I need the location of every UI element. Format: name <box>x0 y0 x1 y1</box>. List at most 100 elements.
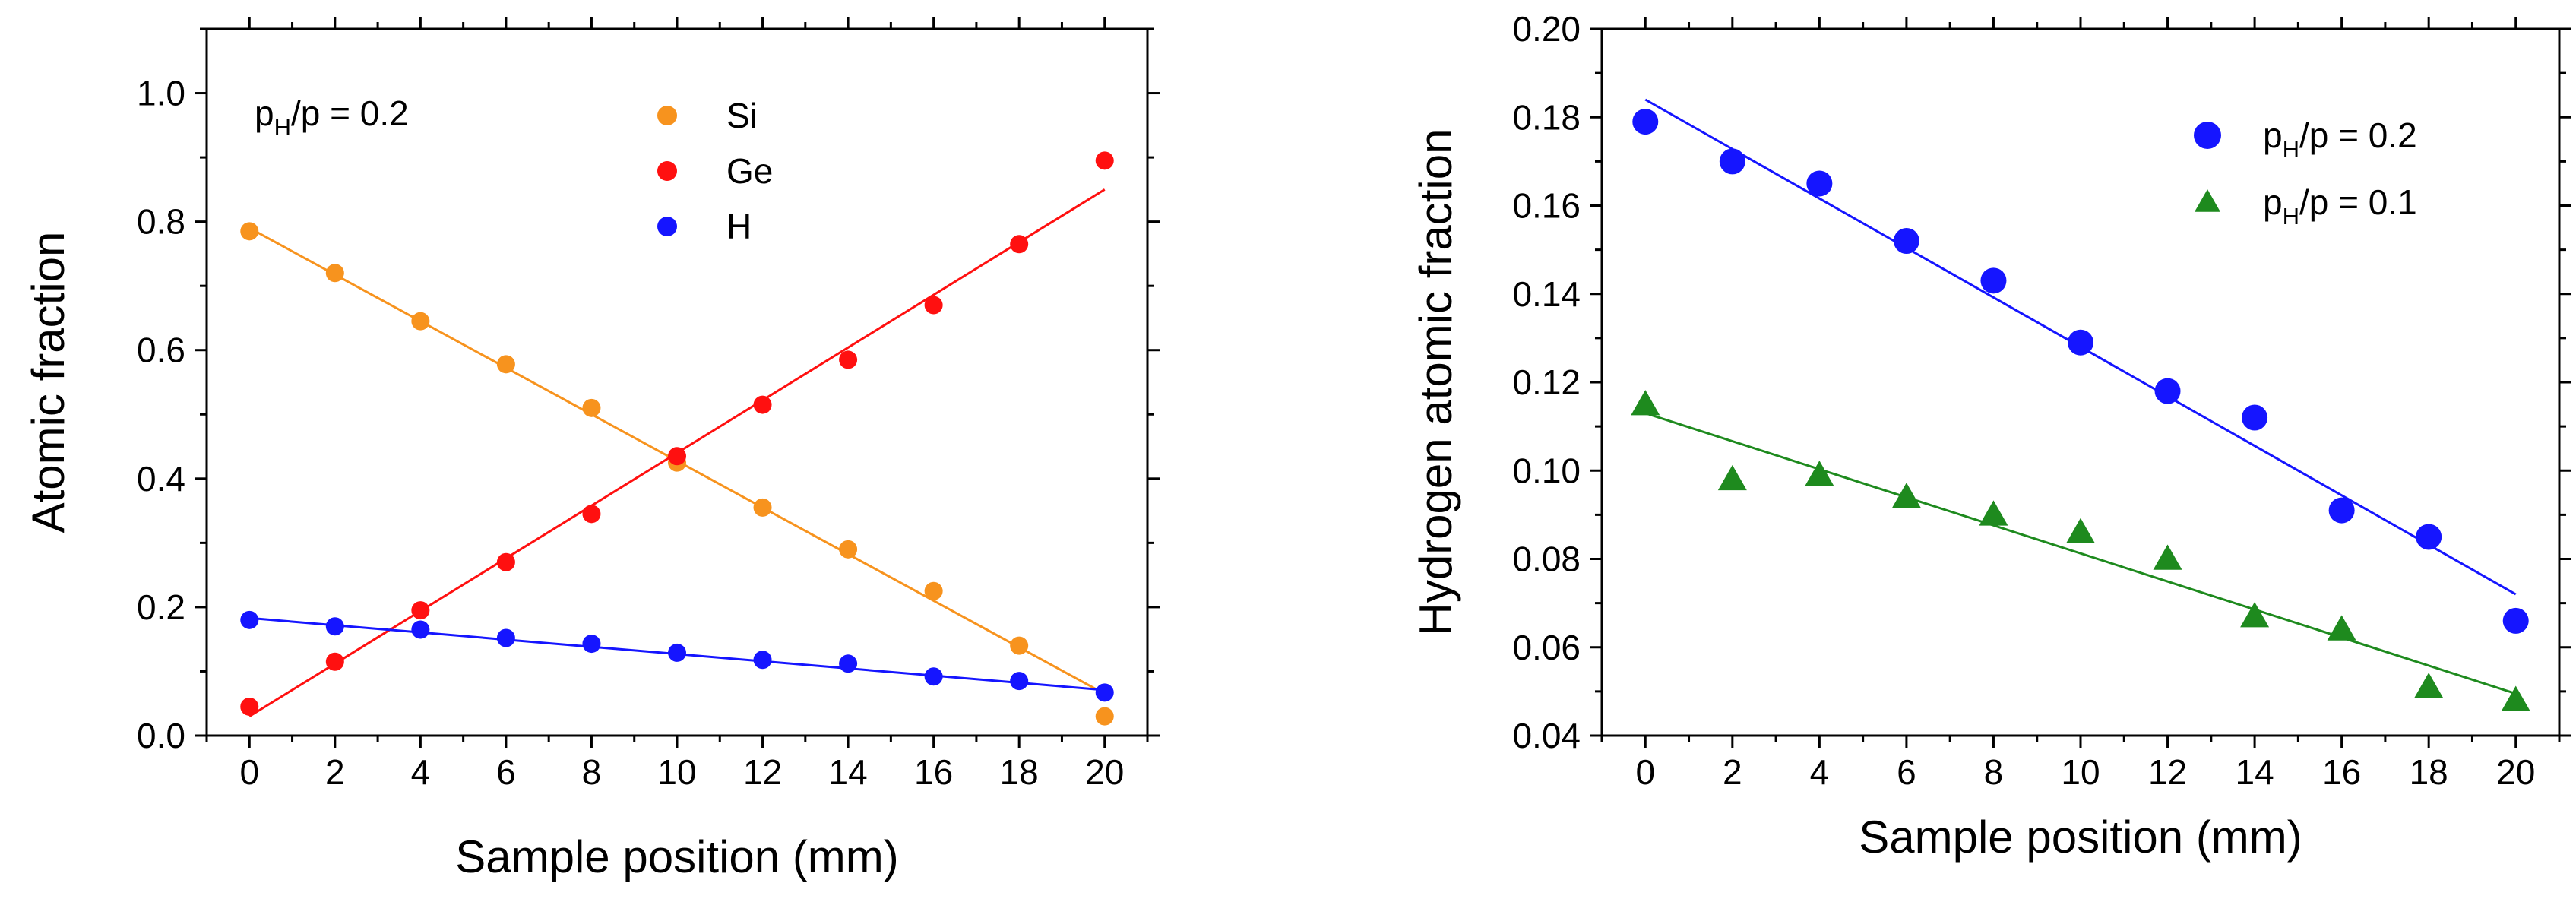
x-tick-label: 10 <box>657 752 696 792</box>
y-tick-label: 0.06 <box>1512 628 1581 667</box>
data-point <box>240 697 259 716</box>
y-tick-label: 0.10 <box>1512 451 1581 490</box>
legend: Si Ge H <box>657 96 773 246</box>
annotation-text: pH/p = 0.2 <box>255 93 409 141</box>
x-axis-label: Sample position (mm) <box>1859 812 2302 863</box>
y-tick-label: 0.08 <box>1512 540 1581 579</box>
x-tick-label: 14 <box>829 752 868 792</box>
x-tick-label: 16 <box>914 752 953 792</box>
y-tick-label: 0.16 <box>1512 186 1581 226</box>
x-tick-label: 0 <box>239 752 259 792</box>
x-tick-label: 12 <box>743 752 782 792</box>
y-tick-label: 1.0 <box>137 74 185 113</box>
data-point <box>2328 497 2355 524</box>
x-axis-label: Sample position (mm) <box>455 831 899 882</box>
plot-frame <box>205 27 1149 737</box>
data-point <box>325 264 344 283</box>
x-tick-label: 4 <box>1810 752 1830 792</box>
data-point <box>1893 228 1919 254</box>
chart-atomic-fraction: 0 2 4 6 8 10 12 14 16 18 20 0.0 0.2 0.4 0.6 0.8 1.0 Sampl… <box>23 17 1160 882</box>
data-point <box>2327 615 2356 641</box>
y-tick-label: 0.2 <box>137 587 185 627</box>
data-point <box>325 617 344 636</box>
x-tick-label: 18 <box>2410 752 2448 792</box>
data-point <box>668 447 686 466</box>
data-point <box>496 628 515 647</box>
x-tick-label: 12 <box>2148 752 2187 792</box>
x-tick-label: 2 <box>1723 752 1742 792</box>
data-point <box>411 312 430 331</box>
data-point <box>2501 685 2530 711</box>
data-point <box>496 552 515 571</box>
y-tick-label: 0.18 <box>1512 97 1581 137</box>
fit-line <box>1644 412 2517 695</box>
data-point <box>1010 672 1029 691</box>
y-tick-label: 0.14 <box>1512 274 1581 314</box>
data-point <box>411 620 430 639</box>
data-point <box>668 643 686 662</box>
data-point <box>325 652 344 671</box>
legend-marker <box>657 217 677 236</box>
legend-label: H <box>726 207 752 246</box>
legend-label: Si <box>726 96 758 135</box>
data-point <box>924 581 943 600</box>
series-2 <box>1631 390 2530 711</box>
y-tick-label: 0.04 <box>1512 716 1581 755</box>
data-point <box>839 350 858 369</box>
data-point <box>582 505 601 524</box>
x-tick-label: 10 <box>2061 752 2100 792</box>
data-point <box>753 498 772 517</box>
legend-label: Ge <box>726 151 773 191</box>
data-point <box>240 222 259 241</box>
data-point <box>582 398 601 417</box>
legend-label: pH/p = 0.2 <box>2263 116 2417 163</box>
y-tick-label: 0.12 <box>1512 362 1581 402</box>
series-3 <box>240 610 1114 702</box>
data-point <box>496 355 515 374</box>
y-tick-label: 0.20 <box>1512 9 1581 49</box>
legend-label: pH/p = 0.1 <box>2263 182 2417 229</box>
legend: pH/p = 0.2 pH/p = 0.1 <box>2194 116 2417 229</box>
x-tick-label: 6 <box>496 752 516 792</box>
data-point <box>839 654 858 673</box>
x-tick-label: 16 <box>2322 752 2361 792</box>
chart-hydrogen-fraction: 0 2 4 6 8 10 12 14 16 18 20 0.04 0.06 0.08 0.10 0.12 0.1… <box>1410 9 2571 863</box>
x-tick-label: 4 <box>411 752 431 792</box>
data-point <box>2242 404 2268 431</box>
data-point <box>582 635 601 654</box>
y-tick-label: 0.0 <box>137 716 185 755</box>
data-point <box>1805 461 1834 486</box>
data-point <box>1095 683 1114 702</box>
x-tick-label: 18 <box>1000 752 1039 792</box>
x-tick-label: 8 <box>582 752 602 792</box>
y-tick-label: 0.4 <box>137 459 185 499</box>
data-point <box>753 651 772 670</box>
data-point <box>411 601 430 620</box>
data-point <box>839 540 858 559</box>
series-1 <box>1632 98 2529 634</box>
data-point <box>924 296 943 315</box>
legend-marker <box>2195 189 2220 212</box>
data-point <box>1631 390 1660 416</box>
data-point <box>1806 170 1833 197</box>
data-point <box>2414 673 2444 698</box>
y-tick-label: 0.8 <box>137 202 185 242</box>
data-point <box>2154 378 2181 404</box>
data-point <box>1632 109 1659 135</box>
y-tick-label: 0.6 <box>137 331 185 370</box>
series-2 <box>240 151 1114 717</box>
data-point <box>2068 329 2093 356</box>
data-point <box>2066 518 2095 543</box>
legend-marker <box>657 161 677 181</box>
data-point <box>1717 464 1747 491</box>
data-point <box>2416 524 2442 550</box>
data-point <box>1980 267 2007 294</box>
x-tick-label: 0 <box>1635 752 1655 792</box>
data-point <box>924 667 943 686</box>
data-point <box>1891 483 1921 508</box>
x-tick-label: 20 <box>2496 752 2535 792</box>
data-point <box>240 610 259 629</box>
legend-marker <box>2194 122 2221 149</box>
x-tick-label: 8 <box>1984 752 2004 792</box>
data-point <box>1719 148 1745 175</box>
